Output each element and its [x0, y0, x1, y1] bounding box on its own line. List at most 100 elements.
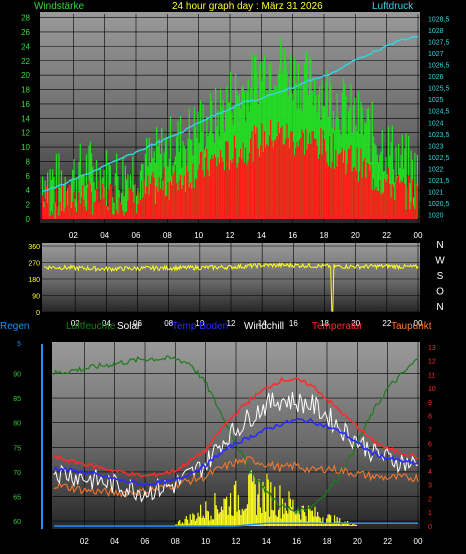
solar-bar [324, 522, 327, 526]
wind-avg-bar [134, 183, 137, 219]
wind-avg-bar [345, 174, 347, 219]
wind-avg-bar [352, 167, 355, 219]
legend-item: Temperatur [312, 321, 363, 332]
y-right-tick-label: 1021,5 [428, 178, 450, 185]
wind-avg-bar [237, 163, 239, 219]
solar-bar [197, 512, 199, 526]
wind-gust-bar [237, 95, 239, 219]
wind-avg-bar [156, 186, 158, 219]
wind-gust-bar [222, 99, 224, 219]
wind-gust-bar [168, 158, 170, 219]
wind-gust-bar [50, 179, 53, 219]
wind-avg-bar [224, 141, 227, 219]
wind-avg-bar [355, 170, 357, 219]
wind-gust-bar [52, 169, 54, 219]
wind-avg-bar [141, 180, 143, 219]
wind-avg-bar [130, 181, 133, 219]
wind-avg-bar [149, 183, 152, 219]
wind-gust-bar [49, 169, 51, 219]
wind-avg-bar [287, 137, 289, 219]
solar-bar [313, 516, 315, 526]
wind-avg-bar [270, 119, 272, 219]
wind-avg-bar [52, 214, 54, 219]
wind-gust-bar [391, 125, 393, 219]
wind-gust-bar [390, 141, 392, 219]
solar-bar [301, 505, 303, 526]
solar-bar [179, 519, 181, 526]
wind-avg-bar [230, 159, 232, 219]
wind-avg-bar [99, 199, 101, 219]
solar-bar [246, 504, 249, 526]
solar-bar [291, 507, 293, 526]
wind-avg-bar [301, 129, 303, 219]
wind-avg-bar [300, 138, 302, 219]
solar-bar [198, 516, 200, 526]
solar-bar [279, 485, 281, 526]
wind-avg-bar [364, 158, 366, 219]
wind-avg-bar [118, 197, 120, 219]
wind-avg-bar [201, 151, 203, 219]
direction-label: W [435, 256, 445, 267]
solar-bar [206, 510, 208, 526]
wind-avg-bar [339, 154, 341, 219]
y-right-tick-label: 13 [428, 345, 436, 352]
y-right-tick-label: 1027 [428, 51, 444, 58]
wind-avg-bar [347, 148, 350, 219]
wind-gust-bar [283, 48, 286, 220]
wind-avg-bar [321, 154, 323, 219]
wind-gust-bar [83, 174, 85, 219]
wind-avg-bar [303, 154, 306, 219]
solar-bar [257, 494, 259, 526]
wind-avg-bar [349, 148, 351, 219]
solar-bar [341, 522, 343, 526]
wind-avg-bar [292, 141, 294, 219]
solar-bar [241, 508, 243, 526]
solar-bar [200, 504, 202, 526]
wind-avg-bar [133, 202, 135, 219]
wind-direction-line [43, 261, 419, 312]
solar-bar [280, 518, 282, 526]
wind-gust-bar [184, 149, 187, 219]
wind-avg-bar [174, 164, 177, 219]
wind-avg-bar [232, 158, 234, 219]
wind-avg-bar [92, 214, 94, 219]
wind-avg-bar [62, 185, 64, 219]
wind-avg-bar [278, 132, 281, 219]
y-tick-label: 22 [21, 57, 30, 66]
wind-avg-bar [335, 149, 337, 219]
y-right-tick-label: 1026,5 [428, 63, 450, 70]
wind-avg-bar [57, 206, 59, 219]
wind-avg-bar [207, 169, 209, 219]
wind-avg-bar [114, 185, 116, 219]
wind-gust-bar [376, 154, 378, 219]
wind-gust-bar [193, 107, 195, 219]
y-tick-label: 14 [21, 114, 30, 123]
wind-avg-bar [128, 188, 130, 219]
wind-avg-bar [390, 197, 392, 219]
wind-avg-bar [376, 190, 378, 219]
y-tick-label: 80 [13, 421, 21, 428]
wind-avg-bar [395, 181, 397, 219]
wind-avg-bar [253, 125, 256, 219]
wind-gust-bar [230, 71, 232, 219]
wind-gust-bar [228, 102, 231, 219]
wind-gust-bar [176, 136, 178, 219]
wind-gust-bar [122, 156, 124, 219]
solar-bar [189, 514, 191, 526]
wind-gust-bar [177, 121, 179, 219]
wind-avg-bar [45, 185, 48, 219]
wind-gust-bar [144, 154, 147, 219]
wind-gust-bar [361, 107, 363, 219]
wind-avg-bar [177, 189, 179, 219]
wind-gust-bar [371, 101, 373, 219]
wind-avg-bar [271, 140, 273, 219]
wind-avg-bar [268, 135, 271, 219]
y-tick-label: 90 [13, 372, 21, 379]
wind-avg-bar [297, 146, 299, 219]
wind-avg-bar [407, 175, 410, 219]
y-right-tick-label: 1024,5 [428, 109, 450, 116]
wind-avg-bar [367, 164, 370, 219]
wind-gust-bar [196, 137, 198, 219]
wind-avg-bar [117, 213, 119, 219]
wind-gust-bar [156, 126, 158, 219]
